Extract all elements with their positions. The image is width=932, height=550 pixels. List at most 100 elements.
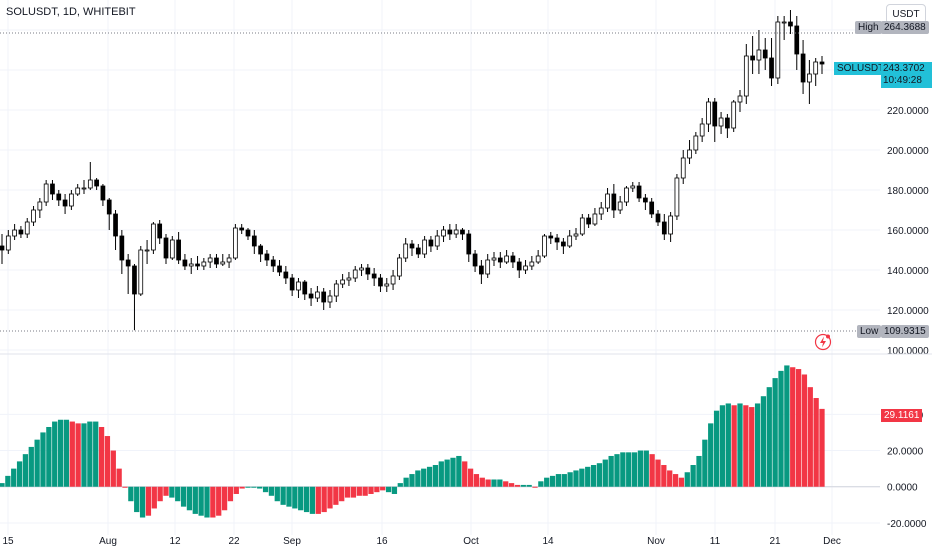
oscillator-bar [532,486,538,488]
candle [378,274,383,292]
candle-body [611,193,617,211]
candle-body [308,293,314,299]
candle-body [800,53,806,83]
oscillator-bar [40,432,46,487]
candle [308,288,314,306]
candle [157,220,163,244]
candle [731,100,737,132]
candle [251,230,257,254]
oscillator-bar [192,486,198,514]
candle-body [775,21,781,79]
oscillator-bar [239,486,245,489]
candle [296,278,301,298]
candle [561,238,566,254]
oscillator-bar [690,465,696,487]
oscillator-bar [22,454,29,487]
candle-body [428,239,434,247]
flash-icon[interactable] [814,333,832,351]
time-tick-label: 15 [2,536,14,547]
oscillator-bar [719,405,726,487]
candle [18,226,24,238]
candle-body [24,221,30,235]
candle [270,256,276,272]
oscillator-bar [743,405,749,487]
oscillator-bar [81,423,87,487]
candle-body [201,261,207,267]
candle [750,36,755,74]
oscillator-bar [28,446,34,487]
oscillator-bar [169,486,175,498]
candle [573,228,579,240]
oscillator-bar [403,477,409,487]
candle [403,238,409,262]
oscillator-tick-label: -20.0000 [887,519,927,530]
oscillator-bar [262,486,269,493]
candle-body [176,239,181,261]
candle-body [504,255,509,263]
candle [706,98,711,132]
oscillator-bar [795,369,802,487]
candle [422,236,427,258]
oscillator-bar [391,486,398,494]
candle-body [466,233,472,255]
candle-body [0,245,5,251]
candle-body [37,201,43,211]
candle [315,286,320,302]
candle [762,38,768,70]
candle-body [447,229,453,235]
candle-body [624,187,629,203]
time-tick-label: Dec [823,536,841,547]
candle [87,162,93,190]
candle [163,234,169,264]
candle [94,178,99,190]
candle-body [693,135,699,151]
candle [220,254,226,266]
candle [132,264,137,331]
time-tick-label: 21 [769,536,781,547]
oscillator-bar [286,486,292,507]
oscillator-bar [216,486,222,516]
candle-body [403,243,409,259]
oscillator-bar [198,486,204,516]
candle-body [277,265,282,273]
candle-body [333,283,339,297]
oscillator-bar [444,459,450,487]
candle-body [598,207,604,215]
candle [807,60,812,104]
candle-body [788,21,793,27]
oscillator-bar [69,421,75,487]
candle-body [62,199,68,207]
price-tick-label: 120.0000 [887,306,929,317]
candle-body [649,201,655,215]
candle [794,16,800,70]
candle [201,258,207,270]
candle-body [157,223,163,239]
candle-body [725,117,730,129]
candle [50,180,55,200]
candle-body [441,229,446,237]
oscillator-tick-label: 0.0000 [887,483,918,494]
oscillator-bar [409,474,415,487]
candle-body [12,229,17,237]
candle-body [359,267,364,271]
oscillator-bar [573,470,579,487]
oscillator-bar [649,454,655,487]
oscillator-bar [737,403,743,487]
candle [384,278,390,292]
oscillator-bar [438,461,444,487]
candle [687,140,692,164]
candle [712,98,718,142]
candle [630,182,636,192]
oscillator-bar [309,486,316,514]
candle [661,214,667,240]
candle-body [327,295,333,303]
candle-body [712,101,718,127]
oscillator-bar [801,374,808,487]
candle [113,210,118,250]
oscillator-bar [46,426,52,487]
oscillator-bar [397,483,403,487]
price-tick-label: 180.0000 [887,186,929,197]
candle [258,244,263,262]
candle [346,272,352,286]
